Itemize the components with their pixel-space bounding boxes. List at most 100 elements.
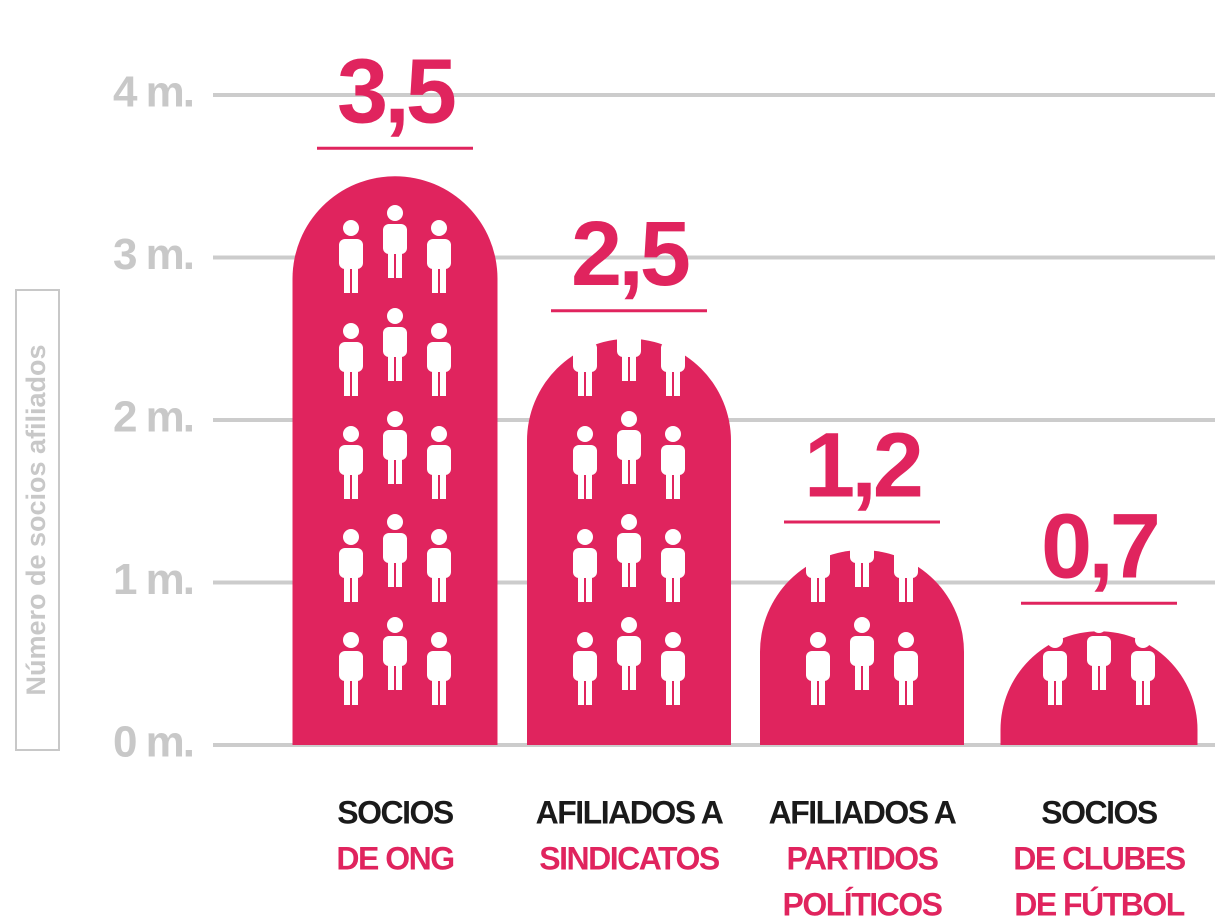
person-head (387, 411, 403, 427)
person-leg (432, 366, 438, 396)
person-leg (863, 660, 869, 690)
person-body (427, 548, 451, 578)
person-leg (440, 263, 446, 293)
person-leg (388, 248, 394, 278)
y-tick-label: 4 m. (113, 68, 193, 117)
person-body (894, 651, 918, 681)
person-head (431, 632, 447, 648)
person-leg (863, 557, 869, 587)
person-head (343, 220, 359, 236)
person-body (573, 548, 597, 578)
person-body (661, 342, 685, 372)
x-tick-label: DE FÚTBOL (1014, 886, 1185, 918)
y-tick-label: 0 m. (113, 718, 193, 767)
person-body (617, 430, 641, 460)
person-body (339, 651, 363, 681)
person-head (621, 514, 637, 530)
person-leg (344, 469, 350, 499)
person-head (387, 514, 403, 530)
x-tick-label: DE ONG (336, 840, 453, 876)
person-leg (578, 366, 584, 396)
person-body (617, 533, 641, 563)
y-label-box (15, 289, 60, 751)
x-tick-label: DE CLUBES (1013, 840, 1186, 876)
person-body (1087, 636, 1111, 666)
person-head (810, 529, 826, 545)
person-leg (622, 660, 628, 690)
y-tick-label: 2 m. (113, 393, 193, 442)
person-head (431, 323, 447, 339)
person-leg (1136, 675, 1142, 705)
person-leg (819, 572, 825, 602)
person-head (810, 632, 826, 648)
person-body (573, 342, 597, 372)
bar (292, 176, 498, 745)
person-leg (666, 675, 672, 705)
person-leg (352, 263, 358, 293)
person-body (573, 651, 597, 681)
person-leg (586, 675, 592, 705)
y-tick-label: 3 m. (113, 230, 193, 279)
people-icons (573, 308, 685, 705)
x-tick-label: SOCIOS (337, 794, 454, 830)
person-leg (344, 675, 350, 705)
value-label: 0,7 (1041, 496, 1158, 598)
value-label: 3,5 (337, 41, 455, 143)
person-head (898, 632, 914, 648)
person-head (431, 529, 447, 545)
person-head (431, 426, 447, 442)
people-icons (339, 205, 451, 705)
person-leg (432, 263, 438, 293)
person-body (850, 533, 874, 563)
person-head (621, 411, 637, 427)
person-head (387, 205, 403, 221)
person-leg (344, 263, 350, 293)
person-leg (1092, 660, 1098, 690)
person-leg (586, 572, 592, 602)
x-tick-label: SOCIOS (1041, 794, 1158, 830)
person-leg (586, 366, 592, 396)
person-head (665, 529, 681, 545)
person-leg (352, 469, 358, 499)
person-head (577, 529, 593, 545)
person-leg (440, 572, 446, 602)
person-leg (855, 557, 861, 587)
person-body (427, 651, 451, 681)
person-leg (578, 675, 584, 705)
person-head (343, 632, 359, 648)
person-head (665, 323, 681, 339)
person-head (577, 323, 593, 339)
person-body (383, 636, 407, 666)
person-leg (440, 675, 446, 705)
person-head (665, 632, 681, 648)
people-icons (1043, 617, 1155, 705)
person-body (806, 548, 830, 578)
x-tick-label: SINDICATOS (539, 840, 720, 876)
person-head (1047, 632, 1063, 648)
person-leg (1144, 675, 1150, 705)
person-body (339, 445, 363, 475)
person-body (383, 533, 407, 563)
person-leg (396, 454, 402, 484)
person-body (1043, 651, 1067, 681)
person-body (427, 445, 451, 475)
person-leg (630, 660, 636, 690)
person-body (661, 445, 685, 475)
value-label: 1,2 (804, 414, 921, 516)
person-body (339, 239, 363, 269)
person-leg (440, 366, 446, 396)
person-leg (344, 366, 350, 396)
person-leg (666, 469, 672, 499)
person-head (577, 426, 593, 442)
person-leg (388, 454, 394, 484)
people-icons (806, 514, 918, 705)
person-leg (586, 469, 592, 499)
person-leg (811, 572, 817, 602)
person-leg (396, 351, 402, 381)
person-leg (432, 675, 438, 705)
person-body (850, 636, 874, 666)
person-head (343, 426, 359, 442)
person-leg (819, 675, 825, 705)
person-leg (630, 351, 636, 381)
person-leg (396, 660, 402, 690)
